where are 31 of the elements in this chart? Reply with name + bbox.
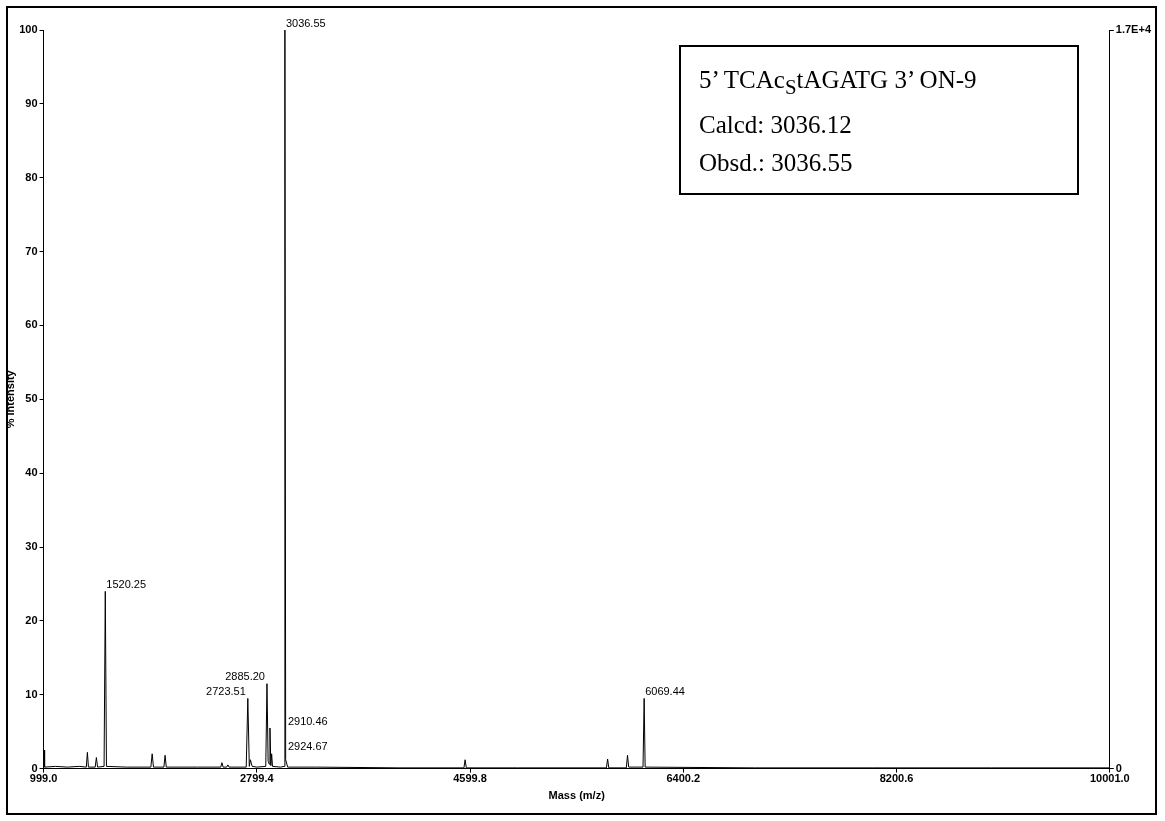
- y-tick-label: 80: [25, 170, 38, 183]
- y-tick-label: 90: [25, 96, 38, 109]
- annotation: 1520.25: [106, 577, 147, 590]
- annotation: 2910.46: [287, 714, 328, 727]
- y-tick-label: 0: [31, 761, 38, 774]
- annotation: 2723.51: [206, 684, 246, 697]
- x-tick-label: 10001.0: [1089, 772, 1130, 785]
- annotation: Calcd: 3036.12: [699, 110, 853, 140]
- annotation: 5’ TCAc$_{S}$tAGATG 3’ ON-9: [699, 65, 978, 101]
- y-tick-label: 30: [25, 540, 38, 553]
- annotation: 6069.44: [645, 684, 685, 697]
- annotation: 2924.67: [287, 740, 328, 753]
- x-tick-label: 999.0: [29, 772, 58, 785]
- x-tick-label: 8200.6: [879, 772, 914, 785]
- annotation: 2885.20: [225, 670, 265, 683]
- y-tick-label: 100: [19, 23, 38, 36]
- y2-tick-label: 0: [1115, 761, 1122, 774]
- y-tick-label: 60: [25, 318, 38, 331]
- x-tick-label: 2799.4: [239, 772, 275, 785]
- y-tick-label: 10: [25, 687, 38, 700]
- x-tick-label: 6400.2: [666, 772, 701, 785]
- y-tick-label: 70: [25, 244, 38, 257]
- y2-tick-label: 1.7E+4: [1115, 23, 1152, 36]
- annotation: Obsd.: 3036.55: [699, 148, 854, 178]
- x-tick-label: 4599.8: [453, 772, 487, 785]
- y-tick-label: 20: [25, 613, 38, 626]
- y-tick-label: 50: [25, 392, 38, 405]
- x-axis-title: Mass (m/z): [548, 789, 606, 802]
- annotation: 3036.55: [285, 16, 326, 29]
- y-tick-label: 40: [25, 466, 38, 479]
- note-box: 5’ TCAc$_{S}$tAGATG 3’ ON-9 Calcd: 3036.12 Obsd.: 3036.55: [679, 45, 1079, 195]
